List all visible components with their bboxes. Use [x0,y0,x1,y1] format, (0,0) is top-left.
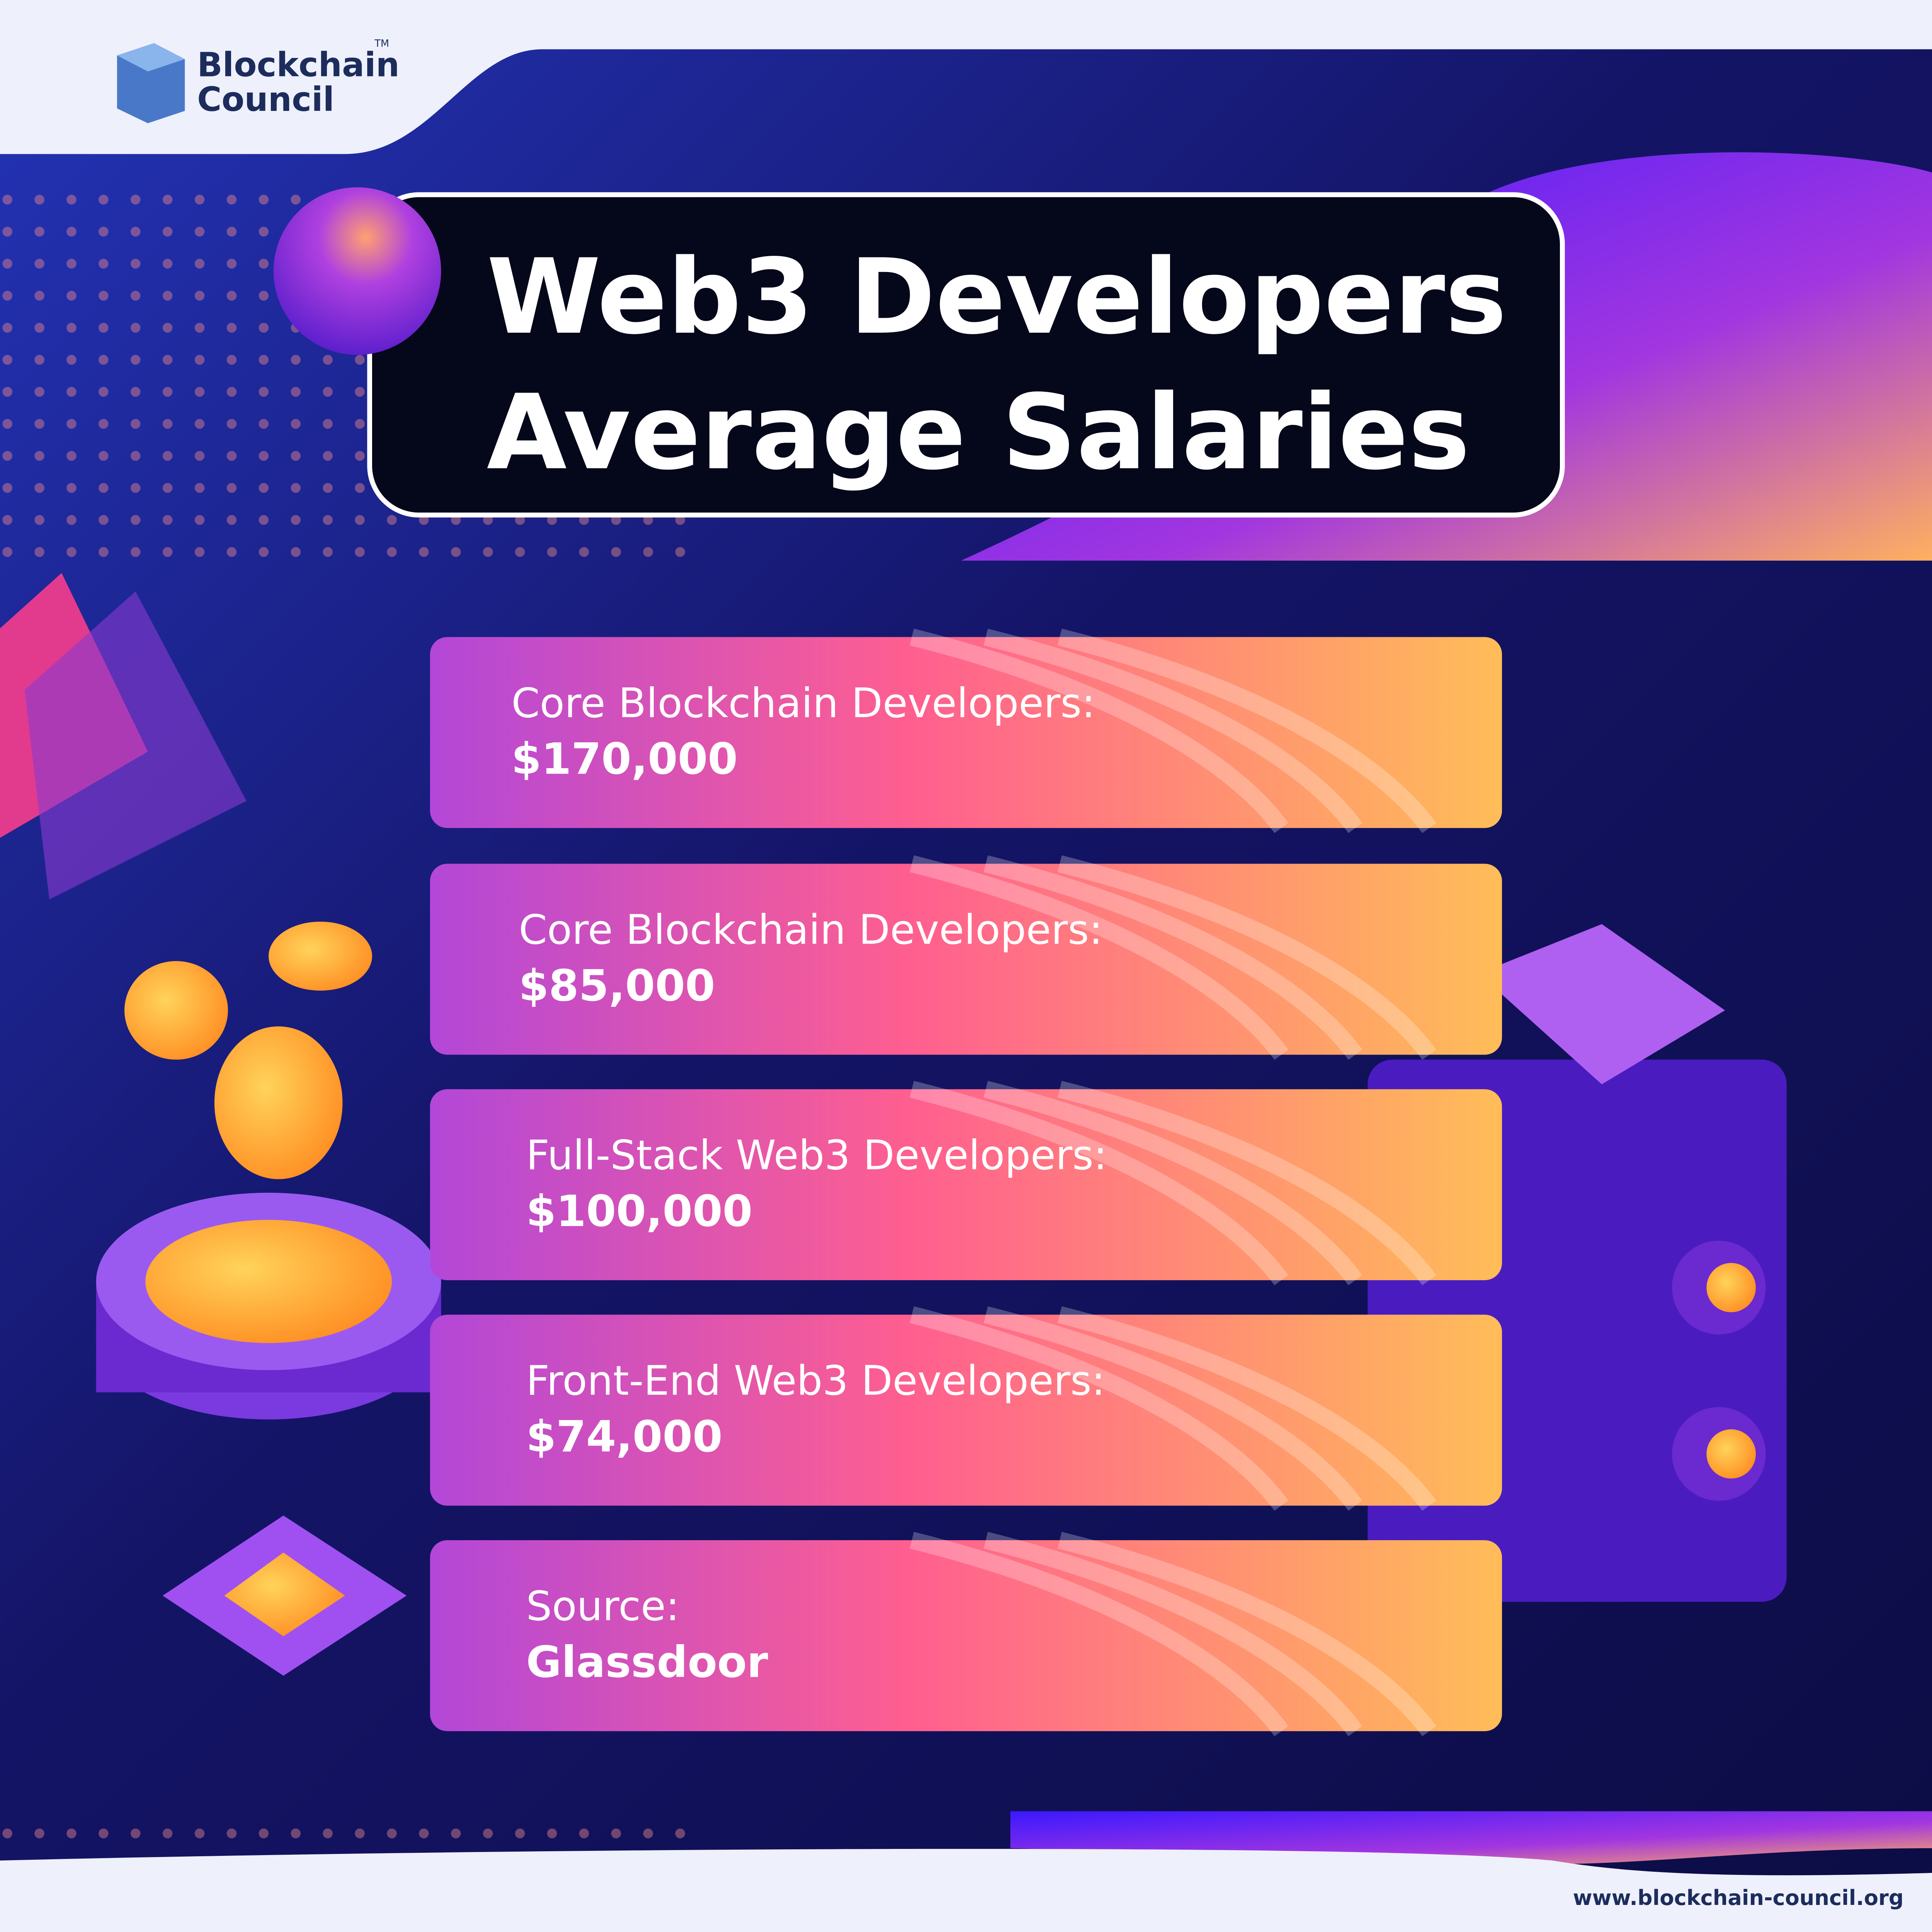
card-background [430,1540,1502,1731]
title: Average Salaries [487,372,1470,493]
top-band [0,0,1932,154]
card-label: Source: [526,1582,680,1630]
salary-card: Core Blockchain Developers: $170,000 [430,628,1502,833]
card-value: $100,000 [526,1186,753,1236]
server-knob [1706,1429,1756,1479]
salary-card: Source: Glassdoor [430,1532,1502,1736]
brand-name: Blockchain [197,46,400,85]
coin-base [145,1219,392,1343]
card-arc [910,855,1289,1060]
card-arc [910,628,1289,833]
coin [124,961,228,1060]
card-arc [1057,855,1437,1060]
card-arc [910,1306,1289,1511]
card-value: $74,000 [526,1412,723,1462]
coin [269,922,372,991]
card-arc [983,855,1362,1060]
card-label: Core Blockchain Developers: [511,679,1095,727]
card-background [430,1089,1502,1281]
salary-card: Core Blockchain Developers: $85,000 [430,855,1502,1060]
chip [224,1552,345,1636]
decor-shape [24,591,247,900]
card-arc [983,628,1362,833]
card-value: $85,000 [519,961,715,1011]
card-label: Front-End Web3 Developers: [526,1357,1105,1405]
card-background [430,864,1502,1055]
card-background [430,637,1502,828]
salary-card: Front-End Web3 Developers: $74,000 [430,1306,1502,1511]
card-background [430,1315,1502,1506]
card-label: Full-Stack Web3 Developers: [526,1131,1107,1179]
card-arc [983,1532,1362,1736]
card-value: $170,000 [511,734,738,784]
coin [214,1026,343,1179]
card-arc [910,1081,1289,1286]
logo-cube [117,43,185,71]
sphere [273,187,441,355]
salary-card: Full-Stack Web3 Developers: $100,000 [430,1081,1502,1286]
card-value: Glassdoor [526,1637,768,1687]
card-arc [983,1306,1362,1511]
card-arc [910,1532,1289,1736]
server-top [1478,924,1725,1085]
brand-trademark: TM [374,38,389,49]
brand-name: Council [197,80,334,119]
title: Web3 Developers [487,237,1507,357]
salary-list: Core Blockchain Developers:$170,000Core … [430,628,1502,1736]
title-box [367,192,1565,518]
card-arc [1057,1081,1437,1286]
card-arc [983,1081,1362,1286]
footer-url: www.blockchain-council.org [1573,1886,1904,1910]
card-label: Core Blockchain Developers: [519,906,1102,954]
card-arc [1057,1306,1437,1511]
server-knob [1706,1263,1756,1313]
card-arc [1057,628,1437,833]
card-arc [1057,1532,1437,1736]
bottom-band [0,1849,1932,1932]
